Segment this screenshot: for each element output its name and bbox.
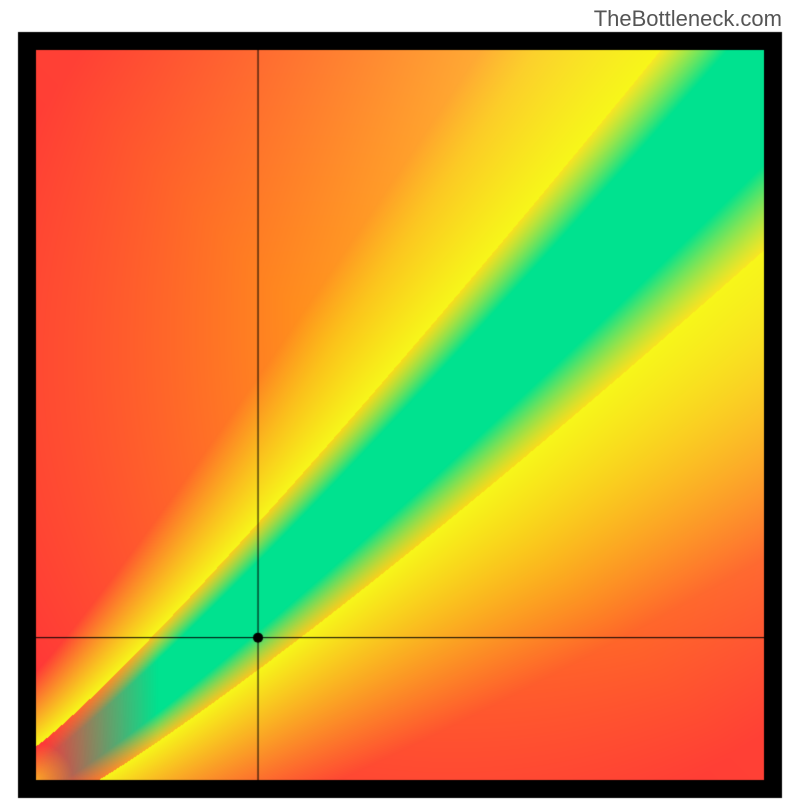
chart-container: TheBottleneck.com [0,0,800,800]
heatmap-canvas [0,0,800,800]
watermark-text: TheBottleneck.com [594,6,782,32]
